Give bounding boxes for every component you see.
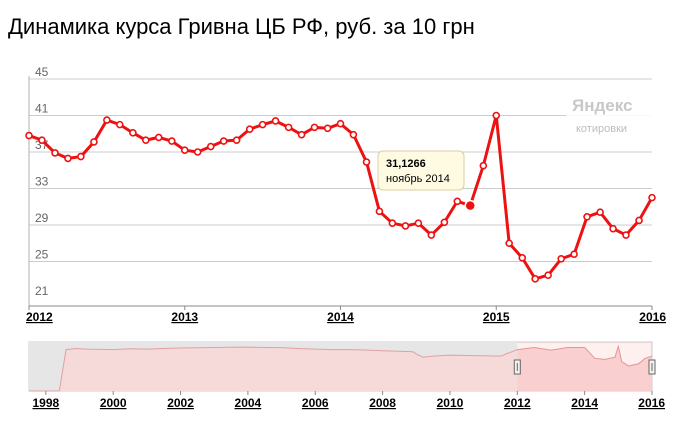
series-point[interactable] [622,231,630,239]
series-point[interactable] [64,154,72,163]
navigator-x-tick-label: 2002 [167,396,194,410]
tooltip-value: 31,1266 [386,158,426,170]
series-point[interactable] [297,130,306,139]
series-point[interactable] [401,222,410,230]
main-y-tick-label: 25 [35,248,49,262]
series-point[interactable] [518,254,527,262]
navigator-x-tick-label: 2010 [437,396,464,410]
series-point[interactable] [609,224,617,233]
navigator-x-tick-labels: 1998 2000 2002 2004 2006 2008 2010 2012 2014 2016 [32,391,665,410]
series-point[interactable] [232,136,241,144]
series-point[interactable] [77,152,85,161]
main-y-tick-label: 33 [35,175,49,189]
series-point[interactable] [479,161,488,170]
navigator-x-tick-label: 2008 [369,396,396,410]
series-point[interactable] [51,149,59,157]
series-point[interactable] [193,148,202,156]
navigator-x-tick-label: 2014 [571,396,598,410]
navigator-x-tick-label: 1998 [32,396,59,410]
navigator-x-tick-label: 2006 [302,396,329,410]
series-point[interactable] [323,124,332,133]
navigator-line [29,344,653,392]
series-point[interactable] [310,123,319,132]
series-point[interactable] [414,219,423,227]
main-y-tick-label: 41 [35,102,49,116]
main-y-tick-label: 45 [35,65,49,79]
navigator[interactable] [28,341,656,392]
series-point[interactable] [116,120,124,129]
series-point[interactable] [427,231,436,239]
series-point[interactable] [453,197,462,206]
navigator-x-tick-label: 2000 [100,396,127,410]
series-point[interactable] [284,123,293,132]
main-x-tick-label: 2015 [483,310,510,324]
series-point[interactable] [544,271,552,279]
series-point-highlighted[interactable] [464,199,476,212]
series-point[interactable] [180,146,189,154]
series-point[interactable] [219,137,228,145]
series-line [28,114,654,281]
watermark-brand: Яндекс [572,96,632,115]
series-point[interactable] [168,137,176,145]
series-point[interactable] [557,254,565,263]
series-point[interactable] [129,129,137,137]
series-point[interactable] [596,208,604,217]
series-point[interactable] [206,142,215,151]
navigator-area [29,346,652,391]
series-point[interactable] [90,138,98,146]
series-point[interactable] [635,216,643,225]
watermark-sub: котировки [576,123,627,135]
navigator-x-tick-label: 2004 [235,396,262,410]
main-y-tick-label: 21 [35,284,49,298]
main-x-tick-label: 2012 [26,310,53,324]
main-x-tick-label: 2014 [327,310,354,324]
series-point[interactable] [25,131,33,140]
series-point[interactable] [142,136,150,144]
series-point[interactable] [388,219,397,227]
yandex-watermark: Яндекс котировки [566,88,654,140]
tooltip-box [377,150,465,191]
series-point[interactable] [154,133,163,142]
watermark-box [566,88,654,140]
main-gridlines [29,78,652,262]
series-point[interactable] [648,193,656,202]
series-point[interactable] [336,119,345,128]
series-point[interactable] [505,239,513,248]
navigator-x-tick-label: 2012 [504,396,531,410]
navigator-x-tick-label: 2016 [638,396,665,410]
tooltip-date: ноябрь 2014 [386,173,450,185]
main-x-tick-labels: 2012 2013 2014 2015 2016 [26,306,666,324]
series-point[interactable] [570,250,578,258]
main-series [25,111,656,283]
series-point[interactable] [271,117,280,125]
navigator-selection[interactable] [517,342,652,391]
series-point[interactable] [531,275,539,283]
series-point[interactable] [375,207,384,216]
series-point[interactable] [38,136,46,144]
series-point[interactable] [103,116,111,124]
series-point[interactable] [440,218,449,227]
main-x-tick-label: 2016 [639,310,666,324]
series-point[interactable] [492,111,501,120]
chart-title: Динамика курса Гривна ЦБ РФ, руб. за 10 … [8,14,475,39]
main-x-tick-label: 2013 [171,310,198,324]
series-point[interactable] [245,125,254,133]
series-point[interactable] [362,158,371,166]
series-point[interactable] [258,120,267,129]
series-point[interactable] [349,130,358,139]
main-y-tick-label: 29 [35,211,49,225]
series-point[interactable] [583,212,591,221]
tooltip: 31,1266 ноябрь 2014 [377,150,465,191]
